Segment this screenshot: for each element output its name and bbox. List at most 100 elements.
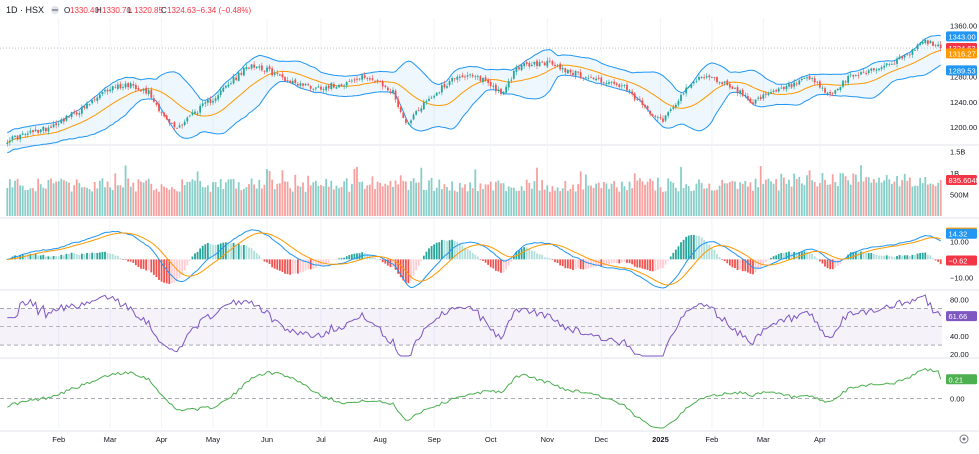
volume-bar[interactable] [649, 178, 652, 216]
candle[interactable] [669, 107, 672, 113]
volume-bar[interactable] [785, 183, 788, 216]
macd-histogram-bar[interactable] [52, 255, 55, 260]
candle[interactable] [790, 82, 793, 89]
macd-histogram-bar[interactable] [775, 255, 778, 260]
volume-bar[interactable] [289, 188, 292, 216]
volume-bar[interactable] [793, 173, 796, 216]
macd-histogram-bar[interactable] [610, 259, 613, 264]
macd-histogram-bar[interactable] [554, 259, 556, 263]
volume-bar[interactable] [883, 180, 886, 216]
macd-histogram-bar[interactable] [494, 259, 497, 271]
value-badge[interactable]: 0.21 [946, 374, 977, 385]
candle[interactable] [168, 118, 171, 127]
macd-histogram-bar[interactable] [780, 252, 783, 260]
candle[interactable] [597, 74, 600, 81]
candle[interactable] [608, 79, 610, 86]
candle[interactable] [212, 97, 214, 105]
volume-bar[interactable] [425, 190, 428, 216]
volume-bar[interactable] [703, 188, 706, 216]
macd-histogram-bar[interactable] [929, 255, 932, 260]
candle[interactable] [721, 81, 724, 87]
candle[interactable] [32, 129, 34, 136]
macd-histogram-bar[interactable] [273, 259, 276, 269]
macd-histogram-bar[interactable] [255, 253, 258, 260]
macd-histogram-bar[interactable] [132, 259, 135, 263]
volume-bar[interactable] [322, 186, 325, 216]
candle[interactable] [386, 86, 389, 93]
macd-histogram-bar[interactable] [898, 255, 901, 260]
macd-histogram-bar[interactable] [278, 259, 281, 271]
volume-bar[interactable] [919, 177, 922, 216]
candle[interactable] [255, 66, 258, 70]
candle[interactable] [338, 83, 340, 89]
candle[interactable] [399, 105, 402, 114]
macd-histogram-bar[interactable] [672, 252, 675, 260]
candle[interactable] [237, 71, 240, 82]
macd-histogram-bar[interactable] [209, 243, 212, 260]
candle[interactable] [744, 92, 747, 99]
volume-bar[interactable] [402, 180, 405, 216]
volume-bar[interactable] [888, 179, 891, 216]
volume-bar[interactable] [674, 187, 677, 216]
volume-bar[interactable] [430, 177, 433, 216]
volume-bar[interactable] [484, 184, 487, 216]
candle[interactable] [70, 111, 73, 120]
volume-bar[interactable] [538, 190, 541, 216]
macd-histogram-bar[interactable] [502, 259, 505, 273]
volume-bar[interactable] [127, 178, 130, 216]
candle[interactable] [515, 64, 518, 76]
candle[interactable] [188, 114, 191, 118]
macd-histogram-bar[interactable] [140, 259, 142, 269]
macd-histogram-bar[interactable] [644, 259, 646, 270]
candle[interactable] [101, 91, 104, 97]
volume-bar[interactable] [659, 187, 662, 216]
candle[interactable] [291, 77, 294, 85]
volume-bar[interactable] [371, 176, 374, 216]
volume-bar[interactable] [173, 188, 176, 216]
volume-bar[interactable] [227, 179, 230, 216]
macd-histogram-bar[interactable] [104, 251, 106, 260]
macd-histogram-bar[interactable] [926, 254, 929, 260]
candle[interactable] [582, 77, 585, 81]
macd-histogram-bar[interactable] [530, 250, 533, 260]
volume-bar[interactable] [152, 190, 155, 216]
candle[interactable] [345, 81, 348, 89]
macd-histogram-bar[interactable] [464, 247, 466, 260]
macd-histogram-bar[interactable] [692, 234, 695, 260]
candle[interactable] [520, 63, 523, 72]
volume-bar[interactable] [608, 188, 610, 216]
candle[interactable] [736, 84, 739, 97]
candle[interactable] [844, 80, 847, 86]
volume-bar[interactable] [11, 187, 14, 216]
volume-bar[interactable] [286, 181, 289, 216]
volume-bar[interactable] [165, 187, 168, 216]
macd-histogram-bar[interactable] [569, 259, 572, 270]
volume-bar[interactable] [374, 189, 376, 216]
macd-histogram-bar[interactable] [80, 253, 83, 260]
candle[interactable] [476, 74, 479, 81]
volume-bar[interactable] [921, 183, 924, 216]
macd-histogram-bar[interactable] [489, 259, 492, 268]
candle[interactable] [854, 74, 857, 77]
macd-histogram-bar[interactable] [721, 259, 724, 260]
candle[interactable] [145, 85, 148, 96]
volume-bar[interactable] [412, 178, 415, 216]
candle[interactable] [674, 102, 677, 110]
candle[interactable] [374, 80, 376, 84]
candle[interactable] [700, 76, 703, 79]
macd-histogram-bar[interactable] [664, 259, 667, 265]
macd-histogram-bar[interactable] [538, 254, 541, 260]
candle[interactable] [860, 70, 862, 75]
candle[interactable] [680, 92, 682, 104]
volume-bar[interactable] [407, 189, 410, 216]
candle[interactable] [204, 99, 207, 108]
time-axis[interactable]: Feb Mar Apr May Jun Jul Aug Sep Oct Nov Dec 2025 Feb… [0, 430, 979, 444]
candle[interactable] [80, 104, 83, 117]
volume-bar[interactable] [296, 185, 299, 216]
macd-histogram-bar[interactable] [42, 254, 45, 260]
candle[interactable] [307, 82, 310, 86]
candle[interactable] [561, 65, 564, 73]
macd-histogram-bar[interactable] [314, 259, 317, 268]
candle[interactable] [587, 74, 590, 80]
